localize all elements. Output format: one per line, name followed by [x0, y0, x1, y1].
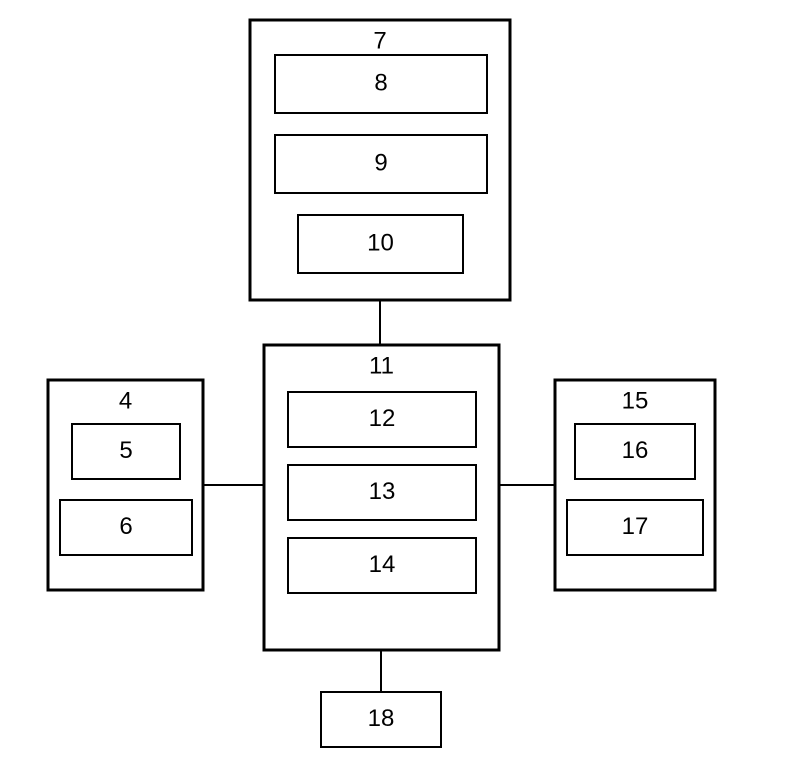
- node-label: 12: [369, 405, 396, 432]
- node-6: 6: [60, 500, 192, 555]
- node-label: 5: [119, 437, 132, 464]
- node-14: 14: [288, 538, 476, 593]
- node-13: 13: [288, 465, 476, 520]
- node-label: 11: [369, 352, 394, 379]
- node-label: 13: [369, 478, 396, 505]
- node-16: 16: [575, 424, 695, 479]
- node-15: 15: [555, 380, 715, 590]
- node-label: 7: [373, 27, 386, 54]
- node-17: 17: [567, 500, 703, 555]
- node-9: 9: [275, 135, 487, 193]
- node-12: 12: [288, 392, 476, 447]
- node-label: 8: [374, 69, 387, 96]
- node-label: 17: [622, 513, 649, 540]
- node-label: 6: [119, 513, 132, 540]
- node-label: 15: [622, 387, 649, 414]
- node-label: 14: [369, 551, 396, 578]
- node-5: 5: [72, 424, 180, 479]
- node-8: 8: [275, 55, 487, 113]
- node-18: 18: [321, 692, 441, 747]
- node-label: 9: [374, 149, 387, 176]
- node-label: 18: [368, 705, 395, 732]
- node-10: 10: [298, 215, 463, 273]
- node-label: 4: [119, 387, 132, 414]
- node-label: 16: [622, 437, 649, 464]
- node-label: 10: [367, 229, 394, 256]
- node-4: 4: [48, 380, 203, 590]
